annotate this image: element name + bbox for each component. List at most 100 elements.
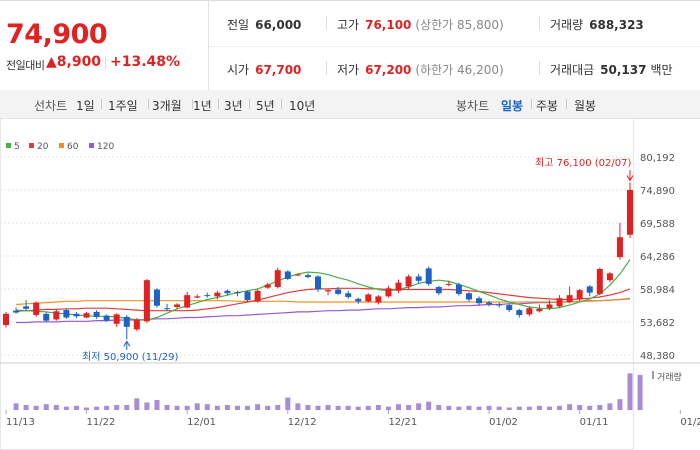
volume-bar	[275, 405, 281, 410]
candle-body	[606, 273, 613, 281]
stat-sub: (상한가 85,800)	[415, 18, 504, 32]
min-annotation: 최저 50,900 (11/29)	[82, 351, 178, 363]
prev-diff-value: ▲8,900	[46, 54, 102, 70]
volume-bar	[426, 401, 432, 410]
tab-candle-2[interactable]: 월봉	[574, 99, 597, 113]
candle-body	[465, 293, 472, 300]
volume-bar	[627, 373, 633, 410]
candle-body	[546, 304, 553, 309]
y-tick-label: 74,890	[640, 186, 675, 197]
volume-bar	[63, 406, 69, 410]
candle-body	[415, 276, 422, 281]
candle-body	[586, 286, 593, 293]
tab-period-0[interactable]: 1일	[76, 99, 95, 113]
volume-bar	[234, 405, 240, 410]
tab-candle-0[interactable]: 일봉	[501, 99, 524, 113]
volume-bar	[536, 405, 542, 410]
volume-bar	[43, 404, 49, 410]
y-tick-label: 80,192	[640, 153, 675, 164]
volume-bar	[446, 405, 452, 410]
candle-body	[455, 284, 462, 294]
volume-bar	[245, 405, 251, 410]
candle-body	[3, 313, 9, 325]
volume-bar	[637, 375, 643, 410]
volume-bar	[184, 405, 190, 410]
stat-open: 시가 67,700	[227, 61, 301, 78]
volume-bar	[557, 405, 563, 410]
candle-body	[174, 304, 181, 307]
stat-high: 고가 76,100 (상한가 85,800)	[337, 16, 504, 33]
candle-body	[13, 310, 20, 313]
candle-body	[506, 305, 513, 311]
volume-bar	[597, 405, 603, 410]
volume-bar	[164, 405, 170, 410]
tab-period-3[interactable]: 1년	[193, 99, 212, 113]
volume-bar	[345, 405, 351, 410]
volume-bar	[84, 407, 90, 410]
candle-body	[234, 292, 241, 294]
volume-bar	[577, 405, 583, 410]
legend-swatch	[89, 143, 94, 148]
candle-body	[496, 304, 503, 306]
candle-body	[385, 288, 392, 297]
tab-period-2[interactable]: 3개월	[152, 99, 182, 113]
candle-body	[224, 290, 231, 294]
volume-bar	[335, 405, 341, 410]
candle-body	[435, 287, 442, 294]
candle-body	[304, 275, 311, 278]
volume-bar	[53, 405, 59, 410]
candle-body	[315, 276, 321, 290]
x-tick-label: 11/22	[87, 417, 116, 428]
stat-label: 저가	[337, 63, 360, 77]
volume-bar	[617, 399, 623, 410]
candle-body	[596, 268, 603, 294]
candle-body	[214, 292, 221, 297]
candle-body	[153, 289, 160, 306]
volume-bar	[33, 405, 39, 410]
tab-divider	[218, 99, 219, 109]
volume-bar	[416, 403, 422, 410]
divider	[326, 61, 327, 75]
tab-period-4[interactable]: 3년	[224, 99, 243, 113]
divider	[105, 57, 106, 69]
volume-bar	[396, 404, 402, 410]
ma60-line	[16, 297, 631, 306]
volume-bar	[315, 405, 321, 410]
min-arrowhead	[123, 340, 131, 347]
candle-body	[204, 295, 211, 297]
chart-tab-bar: 선차트 1일 1주일 3개월 1년 3년 5년 10년 봉차트 일봉 주봉 월봉	[0, 90, 700, 119]
tab-period-1[interactable]: 1주일	[108, 99, 138, 113]
candle-body	[164, 308, 171, 310]
tab-divider	[531, 99, 532, 109]
x-tick-label: 01/02	[489, 417, 518, 428]
stat-label: 거래대금	[550, 63, 595, 77]
legend-label: 20	[37, 142, 49, 152]
volume-bar	[204, 404, 210, 410]
candle-body	[345, 293, 352, 297]
stat-value: 50,137	[600, 63, 647, 77]
ma20-line	[16, 287, 631, 312]
volume-bar	[214, 405, 220, 410]
max-arrowhead	[626, 175, 634, 182]
tab-period-6[interactable]: 10년	[289, 99, 316, 113]
volume-legend-swatch	[652, 371, 654, 379]
candle-body	[566, 295, 573, 302]
candle-body	[375, 296, 382, 303]
volume-bar	[436, 405, 442, 410]
stat-label: 시가	[227, 63, 250, 77]
stat-value: 688,323	[589, 18, 644, 32]
volume-bar	[516, 406, 522, 410]
volume-bar	[476, 406, 482, 410]
tab-candle-1[interactable]: 주봉	[536, 99, 559, 113]
tab-period-5[interactable]: 5년	[256, 99, 275, 113]
candle-body	[194, 296, 201, 298]
candle-body	[294, 274, 301, 276]
volume-bar	[375, 405, 381, 410]
volume-bar	[144, 402, 150, 410]
x-tick-label: 01/22	[680, 417, 700, 428]
divider	[539, 61, 540, 75]
x-tick-label: 12/01	[187, 417, 216, 428]
candle-body	[33, 302, 40, 316]
candle-body	[53, 311, 60, 320]
candle-body	[335, 289, 342, 294]
